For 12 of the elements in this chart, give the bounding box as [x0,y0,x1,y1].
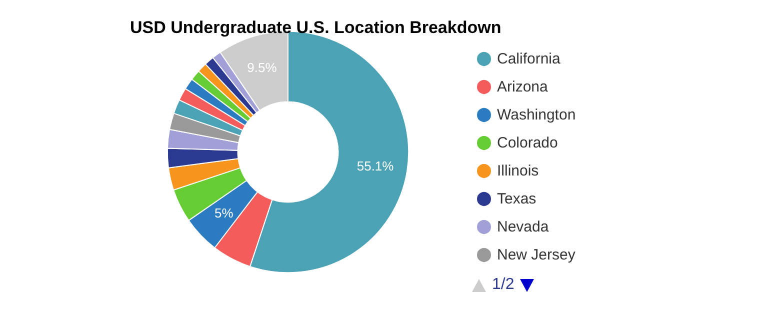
data-label: 55.1% [356,158,394,174]
text: 1/2 [492,276,514,294]
legend-label: Arizona [497,78,549,96]
legend-label: Nevada [497,218,550,236]
legend-label: Texas [497,190,536,208]
legend-label: Illinois [497,162,539,180]
legend-label: Washington [497,106,576,124]
legend-label: California [497,50,562,68]
legend-label: Colorado [497,134,558,152]
legend-label: New Jersey [497,246,576,264]
chart-title: USD Undergraduate U.S. Location Breakdown [130,18,502,37]
data-label: 5% [214,205,234,220]
